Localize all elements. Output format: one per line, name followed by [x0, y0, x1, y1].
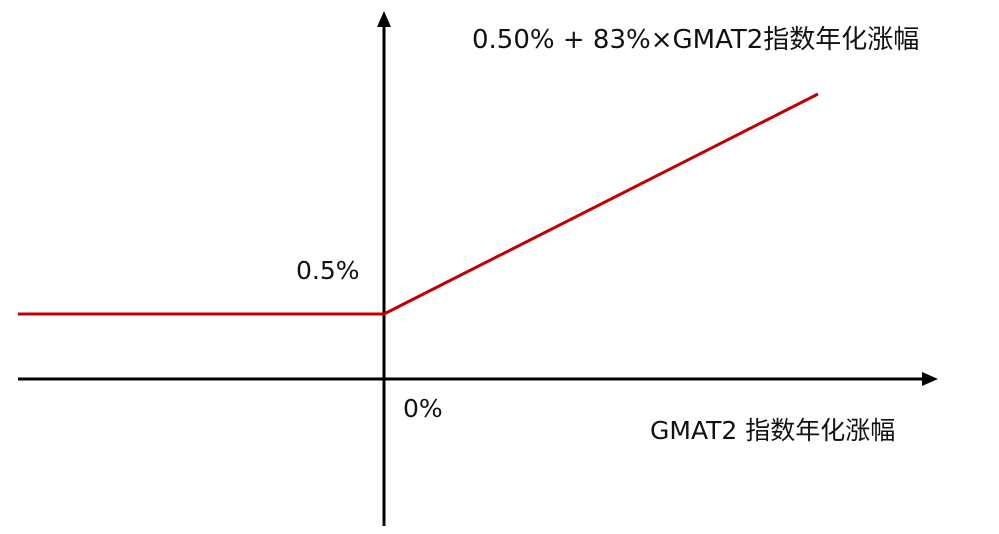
y-axis-arrow-icon [377, 11, 391, 27]
origin-label: 0% [403, 394, 443, 423]
x-axis-label: GMAT2 指数年化涨幅 [650, 416, 896, 445]
formula-label: 0.50% + 83%×GMAT2指数年化涨幅 [472, 25, 920, 55]
payoff-line [18, 92, 819, 316]
x-axis-arrow-icon [922, 372, 938, 386]
y-intercept-label: 0.5% [296, 256, 360, 285]
